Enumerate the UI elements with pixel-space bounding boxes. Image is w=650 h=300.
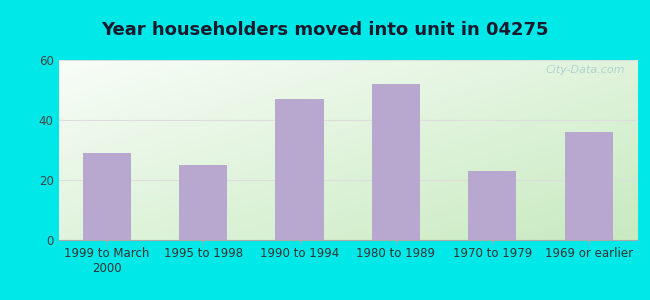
Bar: [565, 132, 613, 240]
Bar: [468, 171, 517, 240]
Bar: [83, 153, 131, 240]
Bar: [372, 84, 420, 240]
Bar: [179, 165, 228, 240]
Bar: [276, 99, 324, 240]
Text: Year householders moved into unit in 04275: Year householders moved into unit in 042…: [101, 21, 549, 39]
Text: City-Data.com: City-Data.com: [546, 65, 625, 75]
